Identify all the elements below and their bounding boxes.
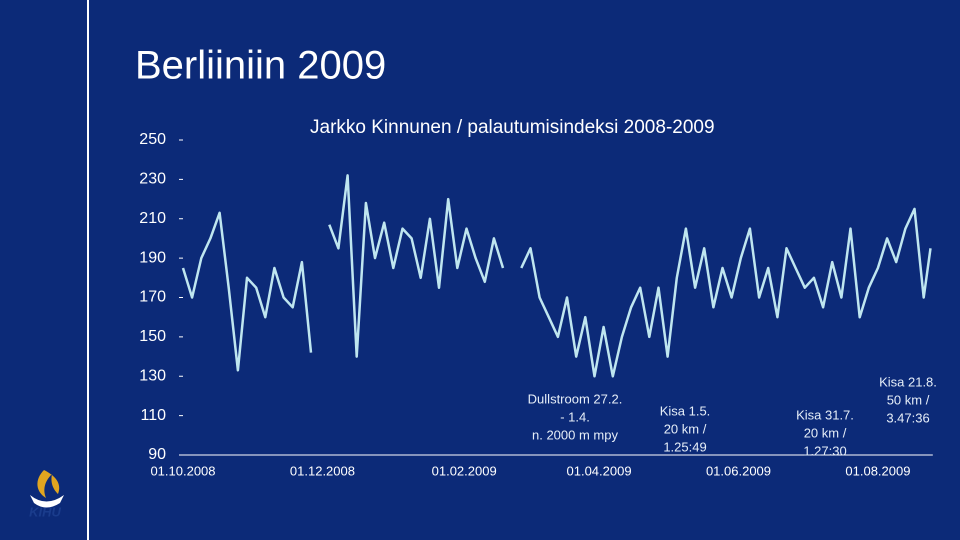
x-tick-label: 01.02.2009 bbox=[432, 463, 497, 478]
x-tick-label: 01.12.2008 bbox=[290, 463, 355, 478]
logo-text: KIHU bbox=[29, 504, 61, 519]
annotation: 20 km / bbox=[804, 425, 847, 440]
y-tick-label: 130 bbox=[139, 367, 166, 384]
y-tick-label: 250 bbox=[139, 131, 166, 148]
x-tick-label: 01.10.2008 bbox=[150, 463, 215, 478]
y-tick-label: 90 bbox=[148, 446, 166, 463]
annotation: 3.47:36 bbox=[886, 410, 929, 425]
annotation: 1.25:49 bbox=[663, 439, 706, 454]
annotation: - 1.4. bbox=[560, 409, 590, 424]
annotation: Kisa 1.5. bbox=[660, 403, 711, 418]
data-line bbox=[181, 174, 932, 378]
annotation: 1.27:30 bbox=[803, 443, 846, 458]
annotation: Kisa 21.8. bbox=[879, 374, 937, 389]
logo-flame bbox=[37, 470, 60, 498]
annotation: Dullstroom 27.2. bbox=[528, 391, 623, 406]
y-tick-label: 210 bbox=[139, 210, 166, 227]
annotation: 20 km / bbox=[664, 421, 707, 436]
y-tick-label: 110 bbox=[140, 407, 166, 424]
annotation: 50 km / bbox=[887, 392, 930, 407]
y-tick-label: 170 bbox=[139, 289, 166, 306]
logo: KIHU bbox=[29, 470, 64, 519]
x-tick-label: 01.08.2009 bbox=[845, 463, 910, 478]
x-tick-label: 01.06.2009 bbox=[706, 463, 771, 478]
logo-bowl bbox=[30, 495, 64, 508]
y-tick-label: 230 bbox=[139, 171, 166, 188]
slide-title: Berliiniin 2009 bbox=[135, 44, 386, 88]
chart-title: Jarkko Kinnunen / palautumisindeksi 2008… bbox=[310, 117, 715, 138]
x-tick-label: 01.04.2009 bbox=[567, 463, 632, 478]
y-tick-label: 190 bbox=[139, 249, 166, 266]
annotation: n. 2000 m mpy bbox=[532, 427, 618, 442]
annotation: Kisa 31.7. bbox=[796, 407, 854, 422]
y-tick-label: 150 bbox=[139, 328, 166, 345]
